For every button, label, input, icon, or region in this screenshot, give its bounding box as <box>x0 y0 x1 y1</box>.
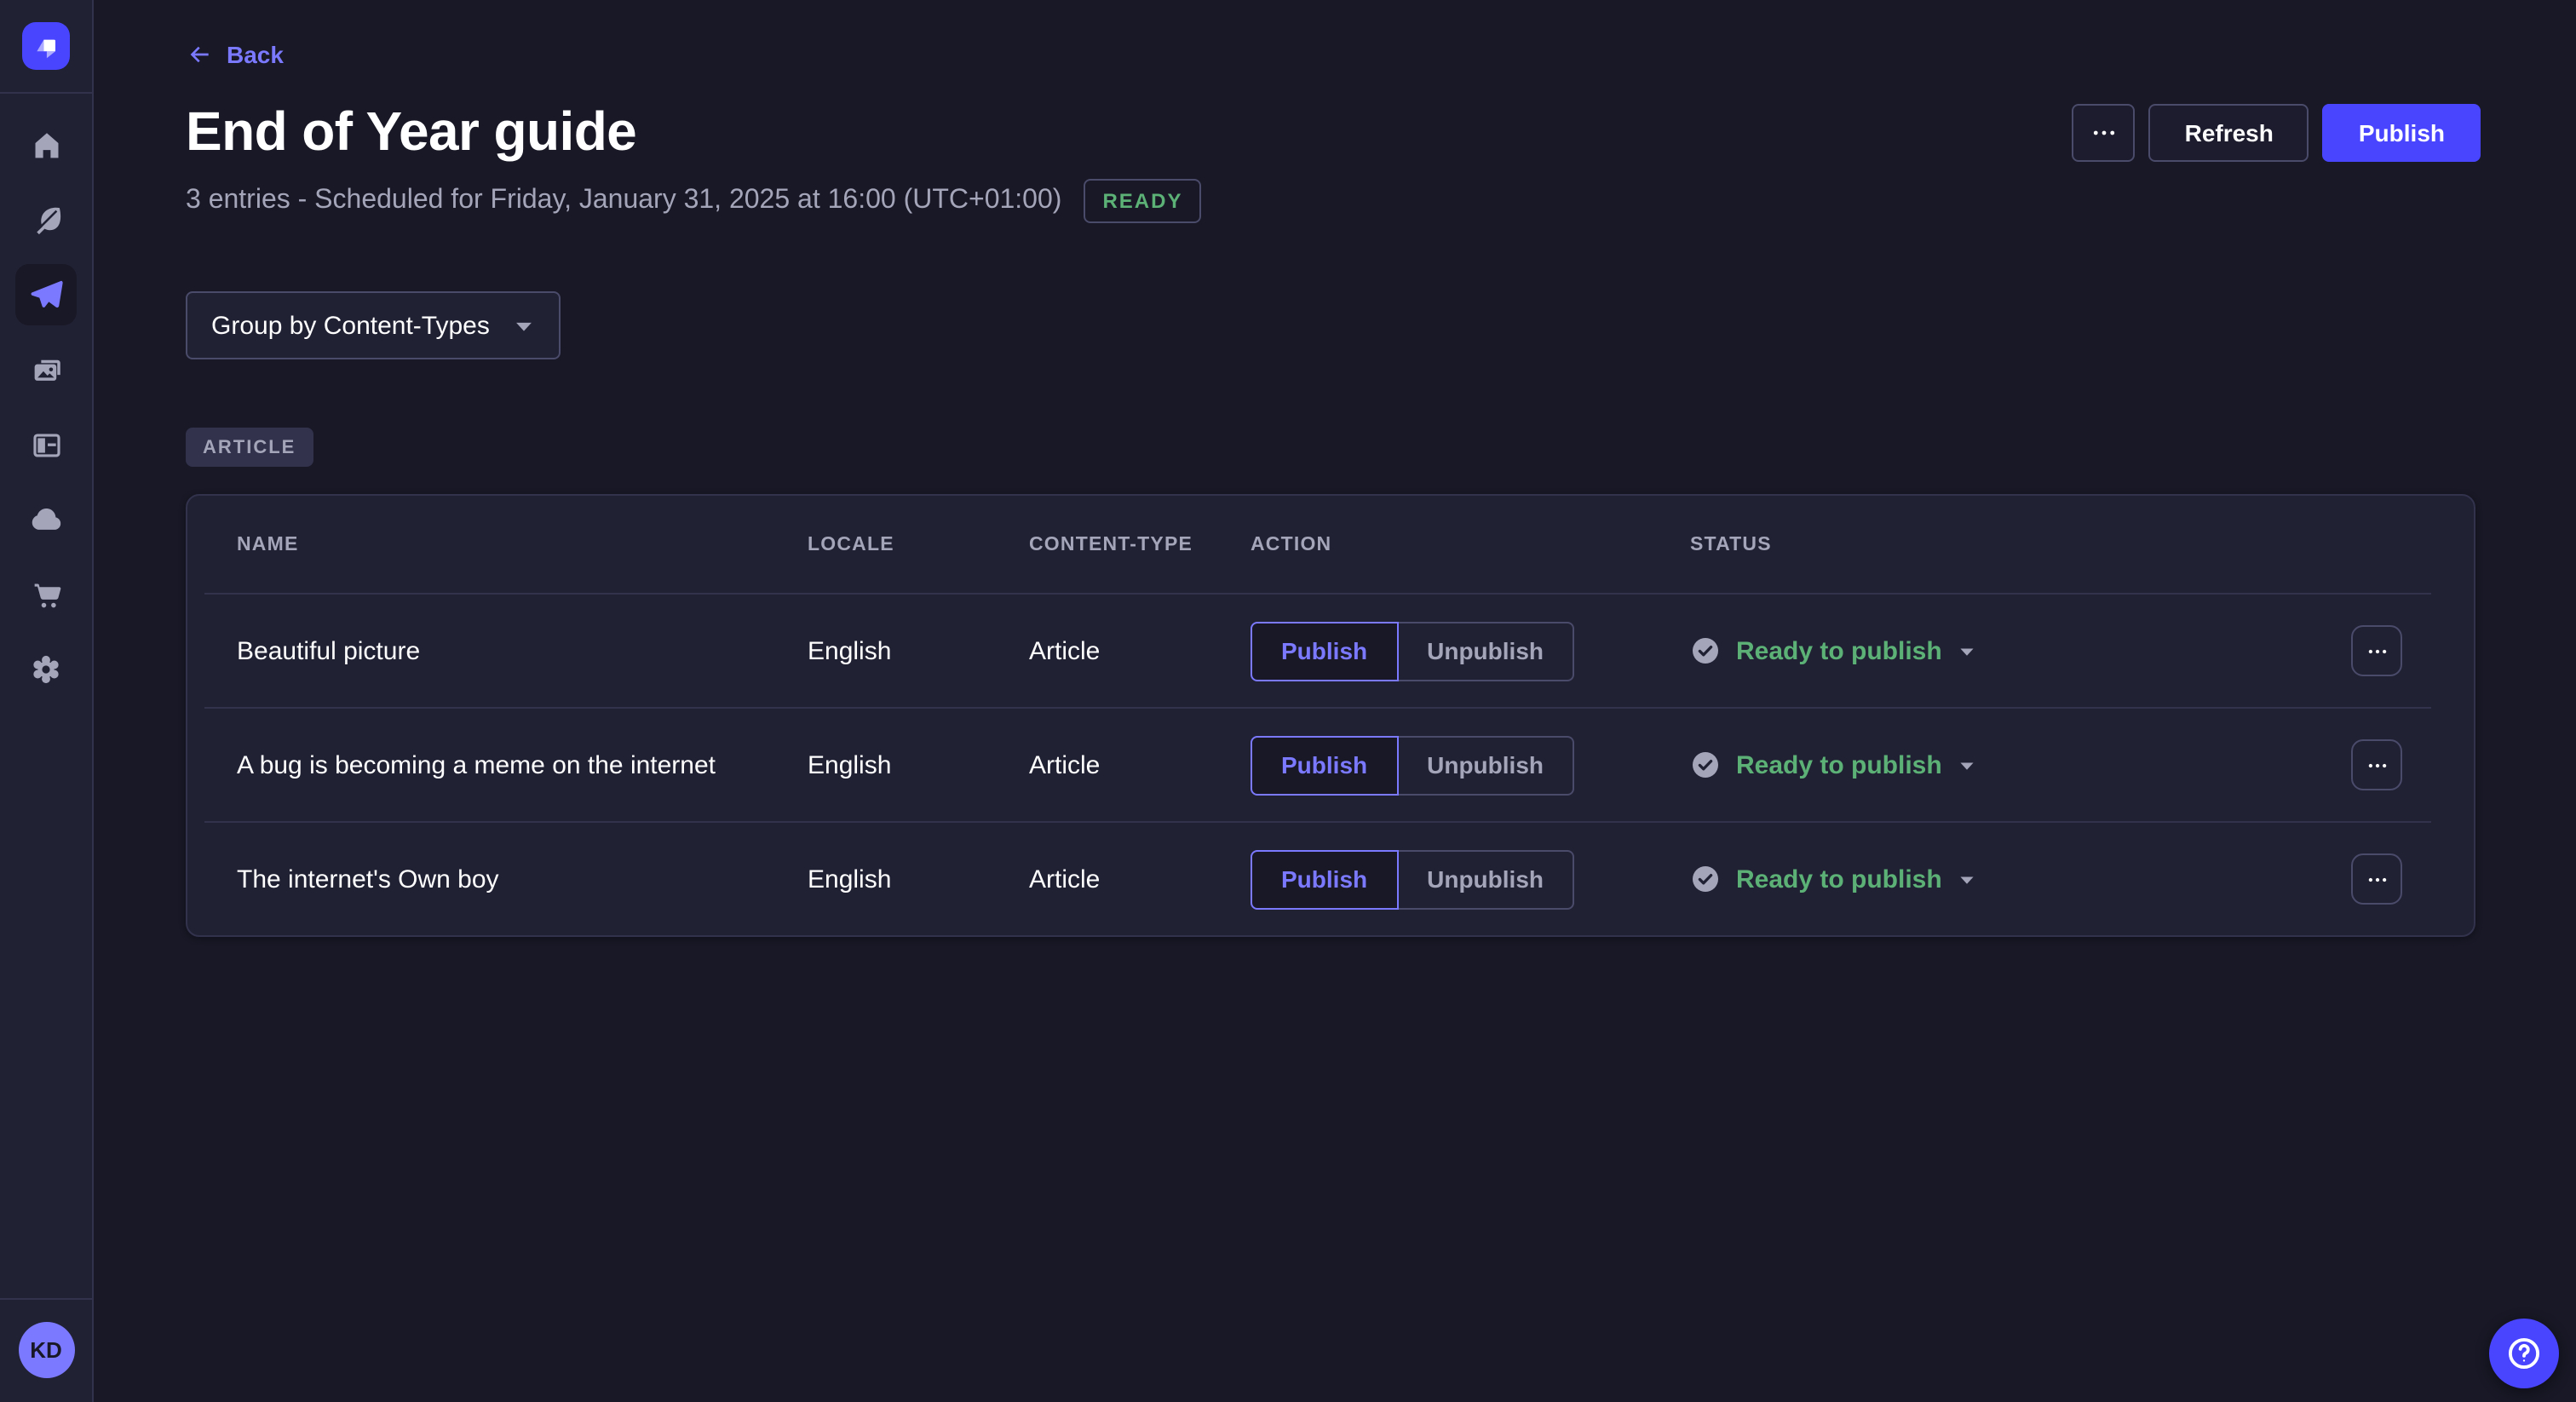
gear-icon <box>27 651 65 688</box>
chevron-down-icon <box>513 314 535 336</box>
back-link[interactable]: Back <box>186 41 284 68</box>
check-circle-icon <box>1690 635 1721 666</box>
row-more-button[interactable] <box>2351 625 2402 676</box>
main-content: Back End of Year guide Refresh Publish 3… <box>94 0 2576 1402</box>
refresh-button[interactable]: Refresh <box>2148 103 2309 161</box>
row-divider <box>204 593 2431 595</box>
entry-status-label: Ready to publish <box>1736 636 1942 665</box>
entries-table: NAME LOCALE CONTENT-TYPE ACTION STATUS B… <box>186 494 2475 937</box>
back-label: Back <box>227 41 284 68</box>
row-divider <box>204 821 2431 823</box>
layout-icon <box>28 427 64 463</box>
entry-locale: English <box>808 865 892 893</box>
entry-locale: English <box>808 750 892 779</box>
sidebar-nav <box>0 114 92 700</box>
action-toggle: Publish Unpublish <box>1251 735 1690 795</box>
feather-icon <box>28 202 64 238</box>
strapi-logo-icon[interactable] <box>22 22 70 70</box>
entry-status-dropdown[interactable]: Ready to publish <box>1690 635 2351 666</box>
sidebar-footer: KD <box>0 1298 92 1402</box>
entry-status-dropdown[interactable]: Ready to publish <box>1690 750 2351 780</box>
logo-container <box>0 0 92 94</box>
check-circle-icon <box>1690 864 1721 894</box>
table-row: The internet's Own boy English Article P… <box>187 823 2474 935</box>
paper-plane-icon <box>27 276 65 313</box>
arrow-left-icon <box>186 41 213 68</box>
table-row: A bug is becoming a meme on the internet… <box>187 709 2474 821</box>
more-options-button[interactable] <box>2072 103 2136 161</box>
entry-name: A bug is becoming a meme on the internet <box>237 750 716 779</box>
sidebar-item-home[interactable] <box>15 114 77 175</box>
sidebar: KD <box>0 0 94 1402</box>
more-horizontal-icon <box>2364 638 2389 664</box>
column-header-name: NAME <box>237 534 299 554</box>
group-by-select[interactable]: Group by Content-Types <box>186 291 561 359</box>
chevron-down-icon <box>1958 756 1976 774</box>
row-unpublish-button[interactable]: Unpublish <box>1398 735 1574 795</box>
chevron-down-icon <box>1958 870 1976 888</box>
row-more-button[interactable] <box>2351 853 2402 905</box>
sidebar-item-settings[interactable] <box>15 639 77 700</box>
entry-name: Beautiful picture <box>237 636 421 665</box>
entry-status-label: Ready to publish <box>1736 750 1942 779</box>
publish-button[interactable]: Publish <box>2322 103 2481 161</box>
chevron-down-icon <box>1958 641 1976 660</box>
cloud-icon <box>27 501 65 538</box>
more-horizontal-icon <box>2364 752 2389 778</box>
content-type-group-badge: ARTICLE <box>186 428 313 467</box>
sidebar-item-releases[interactable] <box>15 264 77 325</box>
row-publish-button[interactable]: Publish <box>1251 621 1399 681</box>
row-unpublish-button[interactable]: Unpublish <box>1398 849 1574 909</box>
row-publish-button[interactable]: Publish <box>1251 849 1399 909</box>
sidebar-item-content-type-builder[interactable] <box>15 414 77 475</box>
action-toggle: Publish Unpublish <box>1251 621 1690 681</box>
entry-content-type: Article <box>1029 750 1101 779</box>
row-more-button[interactable] <box>2351 739 2402 790</box>
table-row: Beautiful picture English Article Publis… <box>187 595 2474 707</box>
table-header-row: NAME LOCALE CONTENT-TYPE ACTION STATUS <box>187 496 2474 593</box>
column-header-content-type: CONTENT-TYPE <box>1029 534 1193 554</box>
group-by-value: Group by Content-Types <box>211 311 490 340</box>
row-publish-button[interactable]: Publish <box>1251 735 1399 795</box>
sidebar-item-content-manager[interactable] <box>15 189 77 250</box>
help-icon <box>2504 1334 2544 1373</box>
status-badge: READY <box>1084 179 1202 223</box>
column-header-action: ACTION <box>1251 534 1332 554</box>
entry-name: The internet's Own boy <box>237 865 499 893</box>
check-circle-icon <box>1690 750 1721 780</box>
more-horizontal-icon <box>2089 117 2119 147</box>
media-library-icon <box>28 352 64 388</box>
sidebar-item-cloud[interactable] <box>15 489 77 550</box>
entry-content-type: Article <box>1029 636 1101 665</box>
release-subtitle: 3 entries - Scheduled for Friday, Januar… <box>186 186 1062 215</box>
help-button[interactable] <box>2489 1319 2559 1388</box>
row-divider <box>204 707 2431 709</box>
user-avatar[interactable]: KD <box>18 1322 74 1378</box>
entry-status-dropdown[interactable]: Ready to publish <box>1690 864 2351 894</box>
more-horizontal-icon <box>2364 866 2389 892</box>
column-header-locale: LOCALE <box>808 534 894 554</box>
sidebar-item-media-library[interactable] <box>15 339 77 400</box>
entry-status-label: Ready to publish <box>1736 865 1942 893</box>
action-toggle: Publish Unpublish <box>1251 849 1690 909</box>
page-title: End of Year guide <box>186 101 637 162</box>
header-actions: Refresh Publish <box>2072 103 2481 161</box>
entry-content-type: Article <box>1029 865 1101 893</box>
row-unpublish-button[interactable]: Unpublish <box>1398 621 1574 681</box>
sidebar-item-marketplace[interactable] <box>15 564 77 625</box>
entry-locale: English <box>808 636 892 665</box>
cart-icon <box>28 577 64 612</box>
column-header-status: STATUS <box>1690 534 1772 554</box>
home-icon <box>28 127 64 163</box>
